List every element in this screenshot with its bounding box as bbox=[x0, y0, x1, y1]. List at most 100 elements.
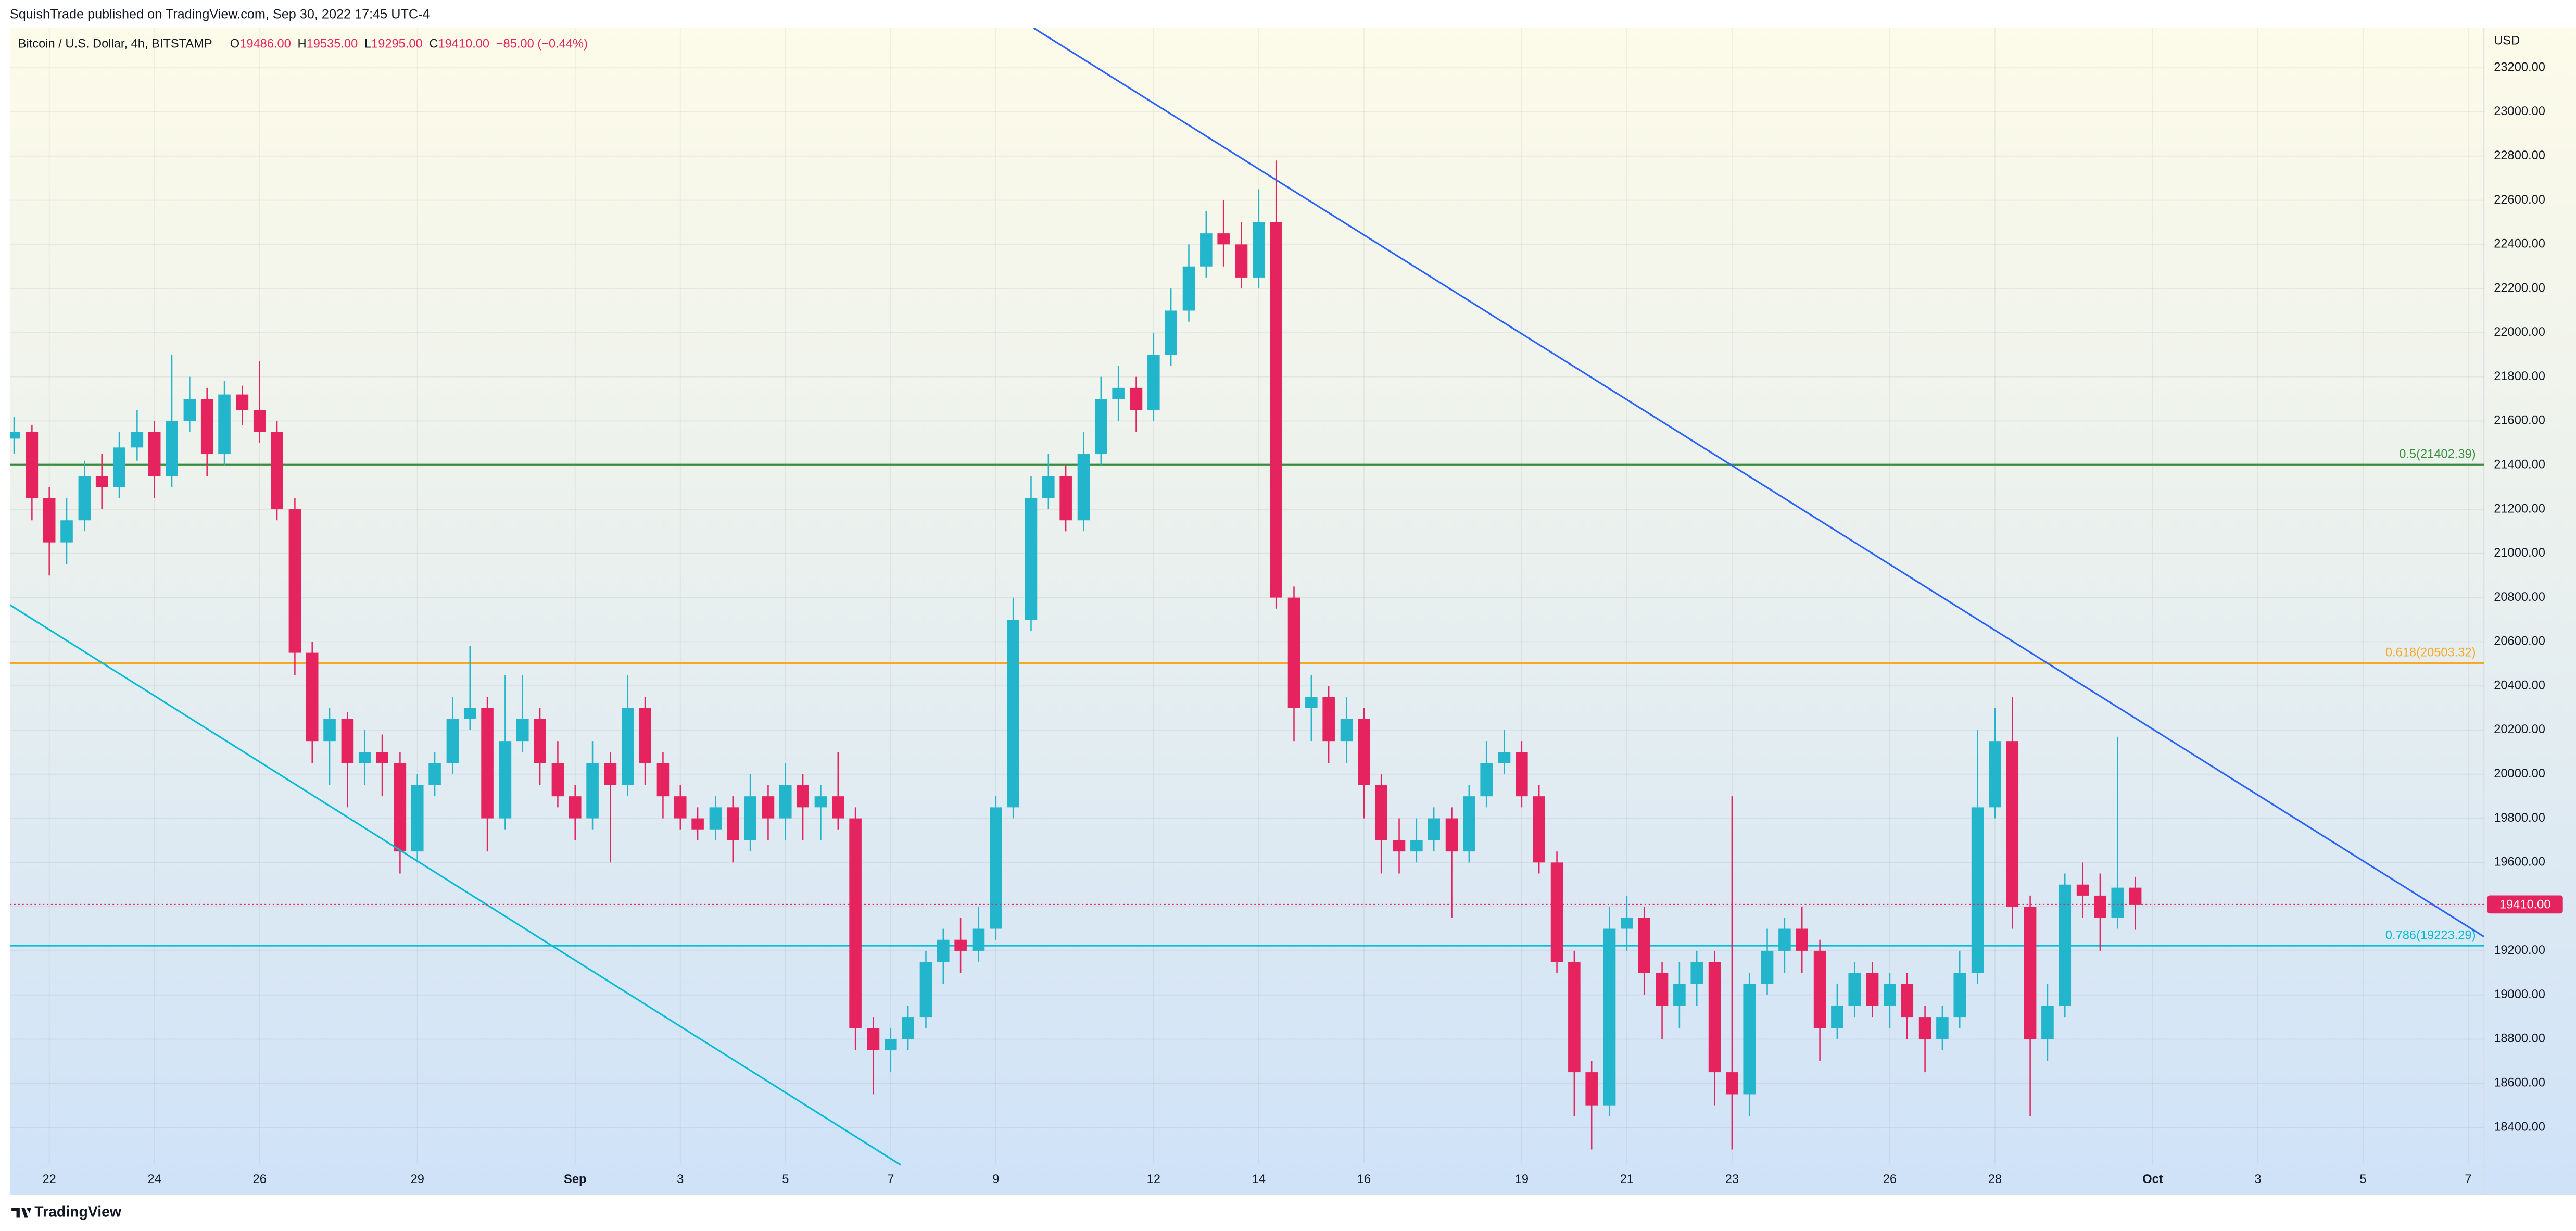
candle-body bbox=[1673, 984, 1686, 1006]
candle-body bbox=[148, 432, 161, 476]
candle-body bbox=[1340, 719, 1353, 742]
candle-body bbox=[639, 708, 651, 763]
candle-body bbox=[779, 785, 792, 819]
candle-body bbox=[744, 796, 756, 840]
candle-body bbox=[411, 785, 424, 852]
ohlc-legend: O19486.00 H19535.00 L19295.00 C19410.00 −85.… bbox=[230, 37, 588, 51]
candle-body bbox=[814, 796, 827, 808]
y-tick-label: 21200.00 bbox=[2494, 502, 2545, 516]
candle-body bbox=[1848, 973, 1861, 1006]
y-tick-label: 23000.00 bbox=[2494, 105, 2545, 118]
candle-body bbox=[183, 399, 196, 421]
candle-body bbox=[1059, 476, 1072, 521]
x-tick-label: 28 bbox=[1988, 1173, 2002, 1186]
y-tick-label: 18800.00 bbox=[2494, 1032, 2545, 1046]
ohlc-value: 19486.00 bbox=[239, 37, 291, 51]
candle-body bbox=[797, 785, 809, 808]
y-tick-label: 20400.00 bbox=[2494, 679, 2545, 692]
candle-body bbox=[1884, 984, 1896, 1006]
candle-body bbox=[1918, 1017, 1931, 1039]
candle-body bbox=[1463, 796, 1475, 852]
candle-body bbox=[1147, 355, 1160, 410]
ohlc-key: C bbox=[429, 37, 438, 51]
candle-body bbox=[1305, 697, 1318, 708]
candle-body bbox=[569, 796, 582, 819]
y-tick-label: 19200.00 bbox=[2494, 944, 2545, 957]
candle-body bbox=[1130, 387, 1143, 410]
candle-body bbox=[218, 394, 231, 455]
candle-body bbox=[26, 432, 39, 498]
candle-body bbox=[1638, 918, 1650, 973]
y-tick-label: 20600.00 bbox=[2494, 635, 2545, 648]
candle-body bbox=[1480, 763, 1493, 797]
candle-body bbox=[902, 1017, 914, 1039]
candle-body bbox=[586, 763, 599, 819]
ohlc-value: 19410.00 bbox=[438, 37, 489, 51]
candle-body bbox=[95, 476, 108, 487]
candle-body bbox=[1007, 620, 1019, 808]
x-tick-label: 16 bbox=[1357, 1173, 1371, 1186]
candle-body bbox=[1901, 984, 1914, 1018]
candle-body bbox=[2024, 907, 2037, 1039]
x-tick-label: 26 bbox=[253, 1173, 267, 1186]
y-tick-label: 20200.00 bbox=[2494, 723, 2545, 736]
candle-body bbox=[534, 719, 546, 763]
y-tick-label: 20000.00 bbox=[2494, 767, 2545, 781]
candle-body bbox=[1726, 1072, 1738, 1095]
candle-body bbox=[604, 763, 617, 785]
candle-body bbox=[2129, 887, 2142, 905]
candle-body bbox=[253, 410, 266, 432]
candle-body bbox=[919, 962, 932, 1018]
candle-body bbox=[1568, 962, 1581, 1073]
candle-body bbox=[1025, 498, 1038, 620]
y-tick-label: 22800.00 bbox=[2494, 149, 2545, 162]
candle-body bbox=[1322, 697, 1335, 742]
candle-body bbox=[1866, 973, 1879, 1006]
candle-body bbox=[691, 818, 704, 830]
candle-body bbox=[1936, 1017, 1949, 1039]
candle-body bbox=[1042, 476, 1055, 498]
x-tick-label: 12 bbox=[1147, 1173, 1160, 1186]
candle-body bbox=[709, 807, 722, 830]
y-tick-label: 19000.00 bbox=[2494, 988, 2545, 1001]
x-tick-label: 19 bbox=[1515, 1173, 1529, 1186]
candle-body bbox=[394, 763, 407, 852]
footer-brand: TradingView bbox=[34, 1204, 122, 1221]
x-tick-label: 14 bbox=[1252, 1173, 1266, 1186]
candle-body bbox=[849, 818, 862, 1028]
candle-body bbox=[990, 807, 1002, 929]
candle-body bbox=[726, 807, 739, 840]
candle-body bbox=[1375, 785, 1387, 840]
candle-body bbox=[1971, 807, 1984, 973]
footer-logo bbox=[11, 1208, 31, 1218]
candle-body bbox=[288, 509, 301, 653]
candle-body bbox=[954, 939, 967, 951]
candle-body bbox=[656, 763, 670, 797]
y-tick-label: 22200.00 bbox=[2494, 281, 2545, 295]
x-tick-label: Sep bbox=[564, 1173, 586, 1186]
y-tick-label: 21000.00 bbox=[2494, 546, 2545, 560]
candle-body bbox=[762, 796, 775, 819]
candle-body bbox=[1182, 266, 1195, 311]
currency-label: USD bbox=[2494, 34, 2520, 47]
candle-body bbox=[446, 719, 459, 763]
candle-body bbox=[1656, 973, 1669, 1006]
y-tick-label: 18600.00 bbox=[2494, 1076, 2545, 1090]
candle-body bbox=[499, 741, 512, 819]
candle-body bbox=[1358, 719, 1370, 785]
candle-body bbox=[236, 394, 249, 410]
trend-line bbox=[1033, 28, 2484, 938]
candle-body bbox=[323, 719, 336, 742]
ohlc-key: H bbox=[297, 37, 306, 51]
x-tick-label: 22 bbox=[43, 1173, 56, 1186]
candle-body bbox=[1708, 962, 1721, 1073]
x-tick-label: 23 bbox=[1725, 1173, 1739, 1186]
candle-body bbox=[674, 796, 687, 819]
candle-body bbox=[2094, 895, 2106, 918]
candle-body bbox=[1761, 950, 1774, 984]
y-tick-label: 19600.00 bbox=[2494, 856, 2545, 869]
candle-body bbox=[1235, 244, 1248, 278]
candle-body bbox=[1445, 818, 1458, 852]
ohlc-key: O bbox=[230, 37, 239, 51]
